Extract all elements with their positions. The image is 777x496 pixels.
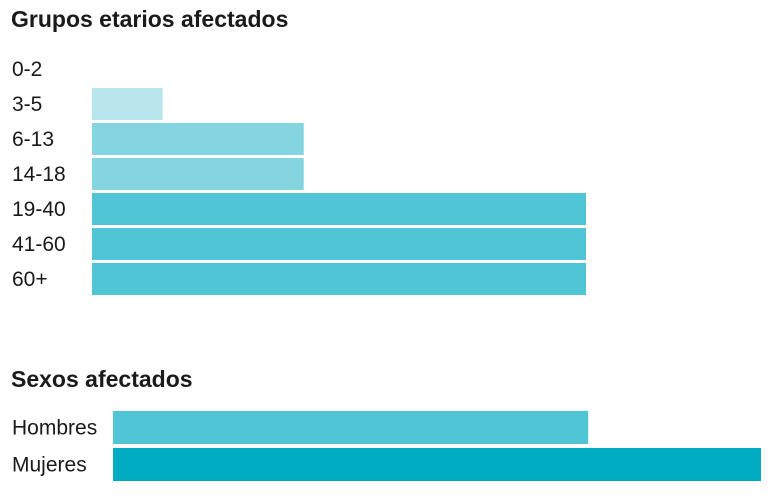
category-label-hombres: Hombres (12, 417, 97, 440)
category-label-0-2: 0-2 (12, 58, 42, 81)
sexes-chart: Hombres Mujeres (12, 411, 761, 481)
age-groups-chart: 0-2 3-5 6-13 14-18 19-40 41-60 60+ (12, 58, 586, 295)
category-label-60plus: 60+ (12, 268, 48, 291)
bar-3-5 (92, 88, 163, 120)
category-label-mujeres: Mujeres (12, 454, 87, 477)
bar-6-13 (92, 123, 304, 155)
category-label-14-18: 14-18 (12, 163, 66, 186)
category-label-6-13: 6-13 (12, 128, 54, 151)
bar-60plus (92, 263, 586, 295)
category-label-19-40: 19-40 (12, 198, 66, 221)
category-label-3-5: 3-5 (12, 93, 42, 116)
bar-hombres (113, 411, 589, 444)
chart-title-sexes: Sexos afectados (11, 366, 193, 392)
bar-mujeres (113, 448, 761, 481)
bar-14-18 (92, 158, 304, 190)
bar-19-40 (92, 193, 586, 225)
chart-title-age-groups: Grupos etarios afectados (11, 6, 289, 32)
bar-41-60 (92, 228, 586, 260)
category-label-41-60: 41-60 (12, 233, 66, 256)
